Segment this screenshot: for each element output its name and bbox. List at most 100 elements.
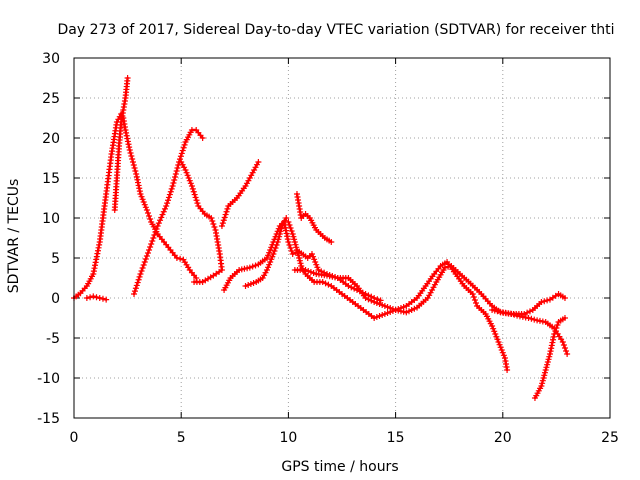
data-point-marker	[493, 333, 500, 340]
data-point-marker	[276, 231, 283, 237]
data-point-marker	[283, 215, 290, 221]
data-point-marker	[293, 247, 300, 253]
data-point-marker	[103, 296, 110, 303]
data-point-marker	[176, 156, 183, 163]
data-point-marker	[539, 377, 546, 384]
data-point-marker	[310, 253, 317, 260]
data-point-marker	[498, 347, 505, 353]
data-point-marker	[526, 308, 533, 315]
data-point-marker	[220, 217, 227, 224]
y-tick-label: -10	[37, 371, 60, 387]
data-point-marker	[133, 171, 140, 177]
data-point-marker	[354, 287, 361, 293]
data-point-marker	[561, 315, 568, 321]
data-point-marker	[184, 172, 191, 179]
data-point-marker	[150, 235, 157, 241]
data-point-marker	[560, 342, 567, 348]
data-point-marker	[193, 275, 200, 281]
data-point-marker	[163, 203, 170, 209]
series-arc-2	[83, 293, 110, 303]
data-point-marker	[135, 179, 142, 186]
series-arc-4	[131, 127, 206, 297]
data-point-marker	[124, 75, 131, 81]
data-point-marker	[397, 305, 404, 311]
data-point-marker	[377, 297, 384, 304]
data-point-marker	[499, 349, 506, 356]
data-point-marker	[368, 293, 375, 300]
data-point-marker	[87, 294, 94, 301]
data-point-marker	[151, 232, 158, 238]
data-point-marker	[276, 233, 283, 240]
data-point-marker	[136, 188, 143, 195]
series-arc-7	[218, 159, 262, 229]
data-point-marker	[272, 245, 279, 251]
data-point-marker	[381, 311, 388, 317]
series-arc-1	[71, 111, 200, 301]
data-point-marker	[142, 256, 149, 262]
data-point-marker	[278, 225, 285, 232]
data-point-marker	[188, 183, 195, 189]
data-point-marker	[209, 218, 216, 224]
data-point-marker	[132, 168, 139, 174]
data-point-marker	[308, 251, 315, 257]
data-point-marker	[302, 267, 309, 273]
data-point-marker	[133, 173, 140, 180]
data-point-marker	[179, 147, 186, 154]
data-point-marker	[473, 300, 479, 306]
data-point-marker	[374, 296, 381, 303]
data-point-marker	[296, 255, 303, 261]
data-point-marker	[124, 135, 131, 142]
data-point-marker	[265, 264, 272, 271]
plot-area	[71, 75, 571, 401]
data-point-marker	[389, 308, 396, 314]
y-tick-label: 20	[42, 131, 60, 147]
data-point-marker	[173, 168, 180, 174]
y-tick-label: 5	[51, 251, 60, 267]
data-point-marker	[242, 283, 249, 289]
data-point-marker	[125, 141, 132, 148]
y-tick-label: 30	[42, 51, 60, 67]
data-point-marker	[181, 141, 188, 148]
data-point-marker	[469, 291, 476, 297]
data-point-marker	[392, 307, 399, 313]
data-point-marker	[545, 356, 552, 363]
data-point-marker	[140, 262, 147, 268]
data-point-marker	[282, 227, 289, 234]
data-point-marker	[371, 315, 378, 321]
x-tick-label: 10	[279, 430, 297, 446]
data-point-marker	[166, 191, 173, 198]
y-tick-label: 0	[51, 291, 60, 307]
data-point-marker	[167, 188, 174, 195]
data-point-marker	[247, 281, 254, 287]
data-point-marker	[245, 282, 252, 288]
data-point-marker	[395, 306, 402, 312]
data-point-marker	[541, 369, 548, 376]
data-point-marker	[351, 285, 358, 292]
data-point-marker	[143, 253, 150, 259]
data-point-marker	[489, 323, 496, 329]
data-point-marker	[139, 196, 146, 203]
data-point-marker	[268, 244, 275, 251]
data-point-marker	[546, 353, 553, 360]
data-point-marker	[559, 339, 566, 345]
data-point-marker	[128, 153, 135, 159]
data-point-marker	[561, 345, 568, 351]
data-point-marker	[185, 175, 192, 181]
data-point-marker	[290, 233, 297, 240]
data-point-marker	[550, 336, 557, 343]
data-point-marker	[379, 302, 386, 308]
grid	[74, 58, 610, 418]
data-point-marker	[540, 375, 547, 381]
series-arc-13	[531, 315, 568, 401]
data-point-marker	[496, 341, 503, 348]
data-point-marker	[177, 255, 184, 262]
data-point-marker	[541, 298, 548, 305]
data-point-marker	[146, 213, 153, 219]
data-point-marker	[541, 372, 548, 379]
data-point-marker	[495, 339, 502, 345]
data-point-marker	[271, 248, 278, 254]
data-point-marker	[165, 197, 172, 204]
data-point-marker	[143, 207, 150, 213]
x-tick-label: 15	[387, 430, 405, 446]
data-point-marker	[564, 351, 571, 357]
